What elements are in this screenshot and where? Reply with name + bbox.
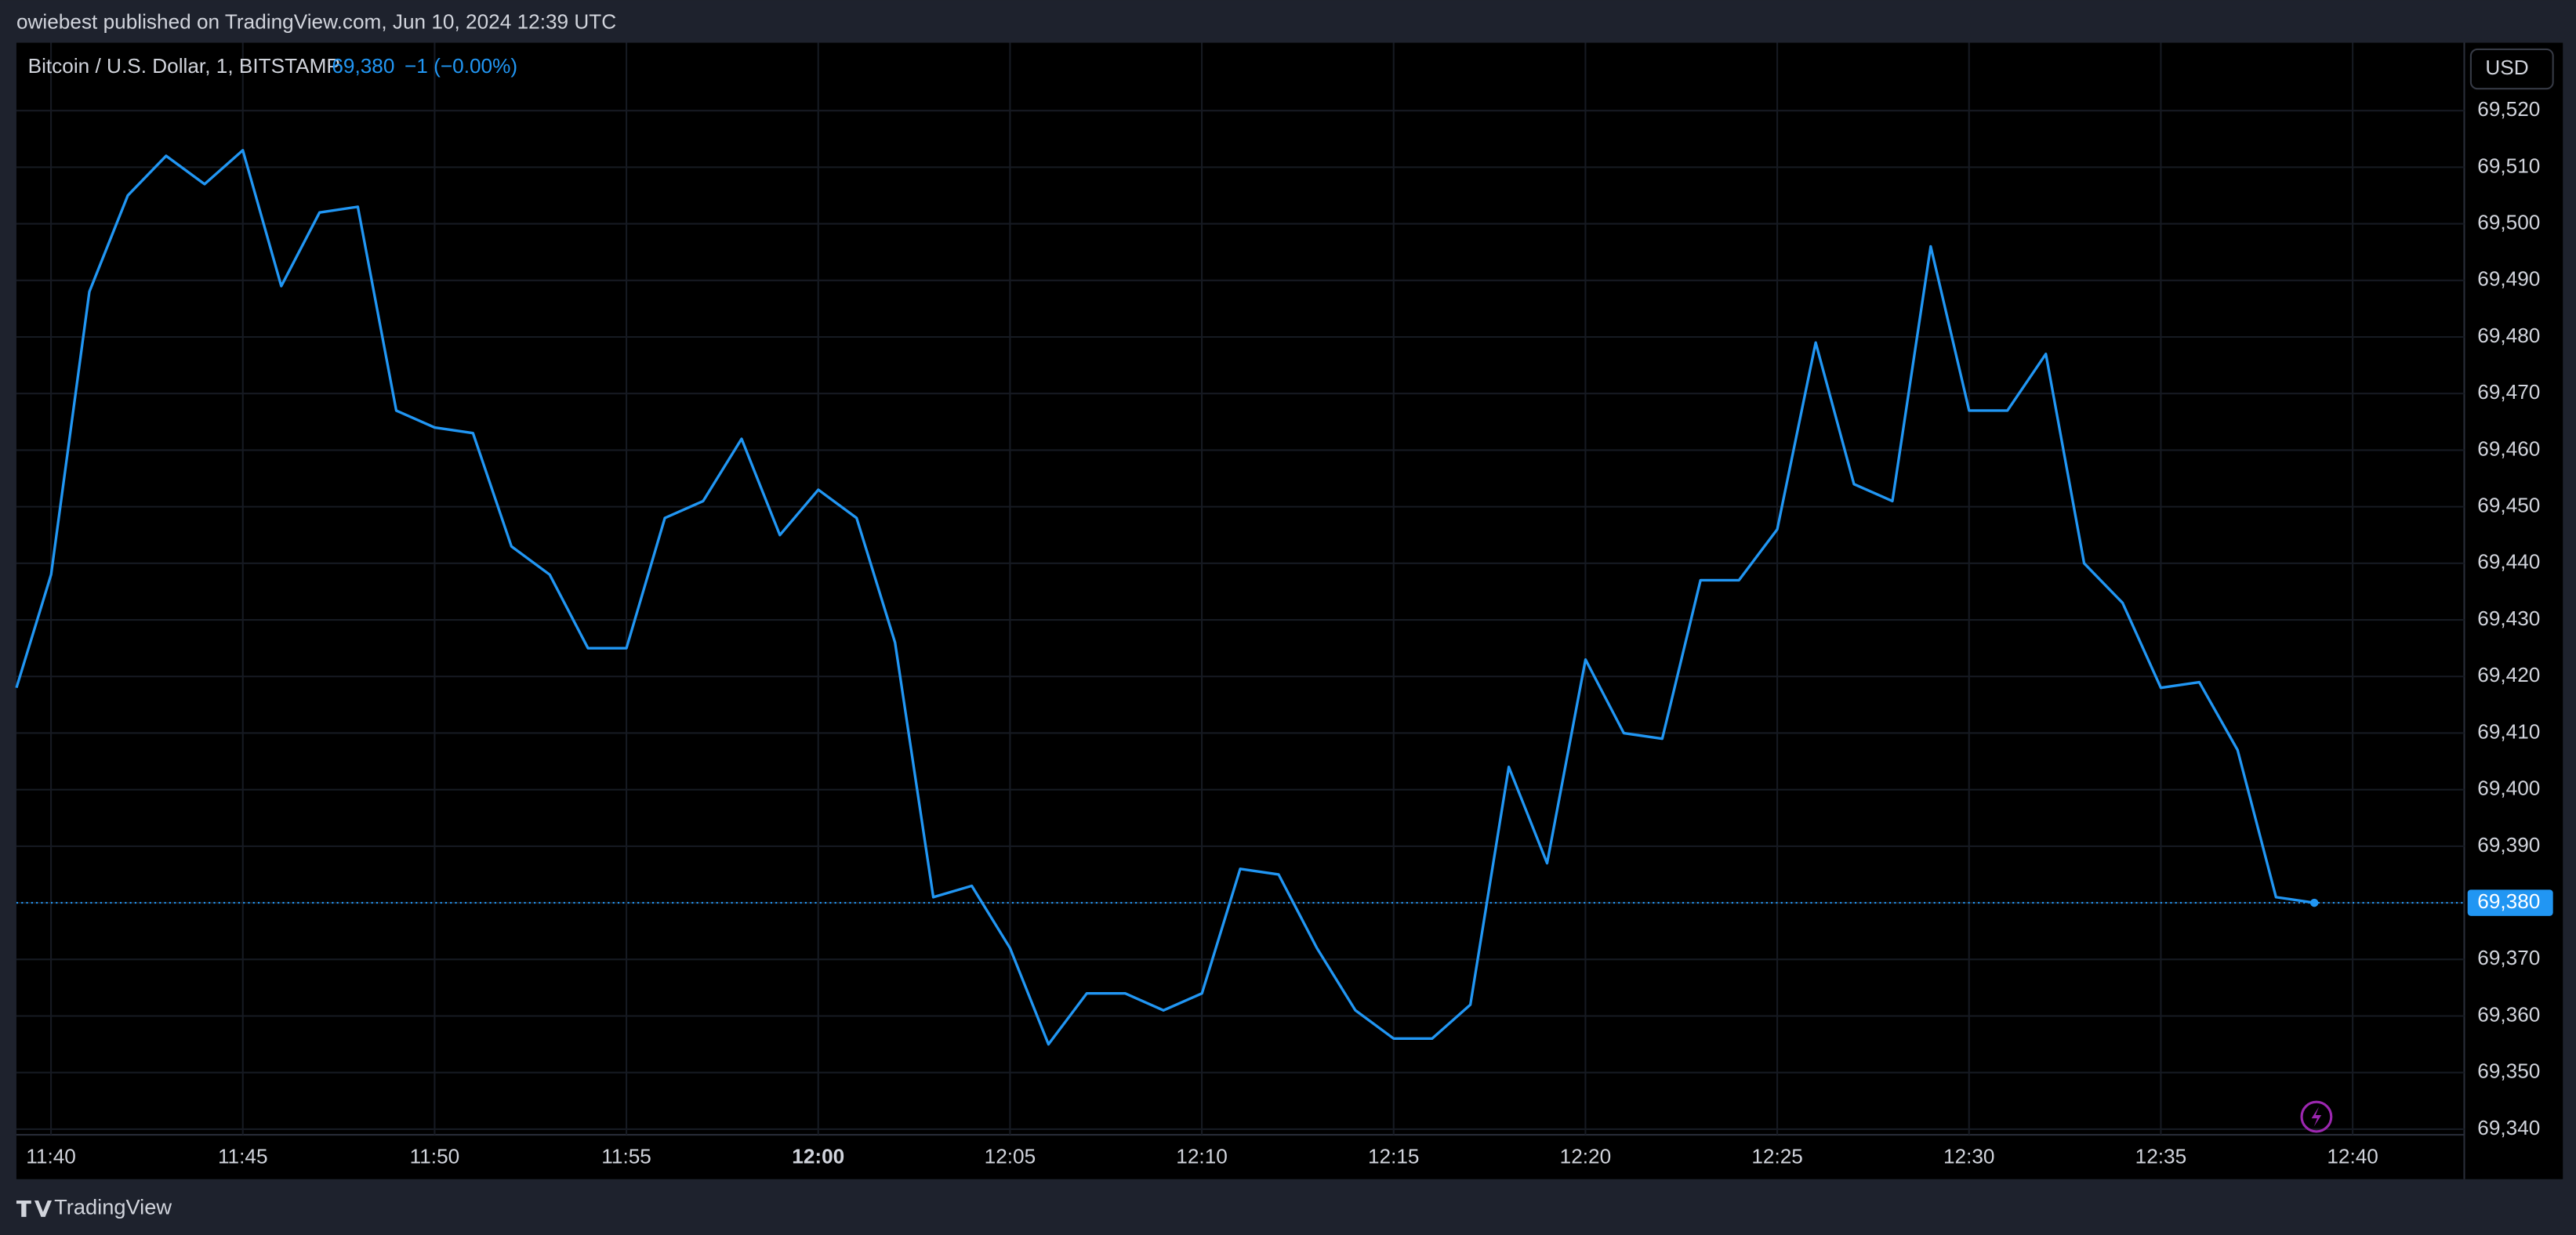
y-tick-label: 69,400 xyxy=(2477,777,2540,800)
x-tick-label: 12:20 xyxy=(1560,1144,1612,1168)
price-line xyxy=(15,149,2315,1046)
y-tick-label: 69,460 xyxy=(2477,436,2540,460)
y-tick-label: 69,370 xyxy=(2477,946,2540,969)
x-tick-label: 12:30 xyxy=(1943,1144,1995,1168)
marks: 69,380 xyxy=(15,149,2553,1046)
y-tick-label: 69,480 xyxy=(2477,324,2540,347)
last-price-label: 69,380 xyxy=(2477,889,2540,913)
plot-area xyxy=(16,42,2465,1179)
currency-button[interactable] xyxy=(2469,48,2554,90)
y-tick-label: 69,520 xyxy=(2477,97,2540,121)
footer-brand: TradingView xyxy=(54,1195,172,1219)
x-tick-label: 11:40 xyxy=(26,1144,76,1168)
x-tick-label: 12:15 xyxy=(1368,1144,1420,1168)
currency[interactable]: USD xyxy=(2485,56,2528,79)
tv-logo xyxy=(16,1200,53,1217)
legend-title: Bitcoin / U.S. Dollar, 1, BITSTAMP xyxy=(28,54,340,78)
y-tick-label: 69,510 xyxy=(2477,154,2540,177)
legend-change: −1 (−0.00%) xyxy=(405,54,517,78)
x-tick-label: 11:45 xyxy=(218,1144,268,1168)
price-axis xyxy=(2464,42,2563,1179)
y-tick-label: 69,450 xyxy=(2477,494,2540,517)
y-tick-label: 69,350 xyxy=(2477,1059,2540,1083)
y-tick-label: 69,430 xyxy=(2477,607,2540,630)
y-tick-label: 69,500 xyxy=(2477,211,2540,234)
x-tick-label: 12:10 xyxy=(1176,1144,1228,1168)
y-tick-label: 69,390 xyxy=(2477,833,2540,857)
x-tick-label: 12:35 xyxy=(2135,1144,2187,1168)
x-tick-label: 12:40 xyxy=(2327,1144,2378,1168)
alert-bolt xyxy=(2311,1106,2322,1127)
x-tick-label: 12:25 xyxy=(1751,1144,1803,1168)
x-tick-label: 11:50 xyxy=(410,1144,460,1168)
y-tick-label: 69,490 xyxy=(2477,267,2540,291)
y-tick-label: 69,420 xyxy=(2477,663,2540,686)
x-tick-label: 12:05 xyxy=(985,1144,1036,1168)
last-point xyxy=(2309,898,2319,907)
y-tick-label: 69,360 xyxy=(2477,1002,2540,1026)
legend-last-value: 69,380 xyxy=(332,54,394,78)
y-tick-label: 69,470 xyxy=(2477,380,2540,404)
last-price-badge xyxy=(2467,889,2553,916)
x-tick-label: 12:00 xyxy=(792,1144,844,1168)
y-tick-label: 69,440 xyxy=(2477,550,2540,574)
x-tick-label: 11:55 xyxy=(601,1144,651,1168)
publish-header: owiebest published on TradingView.com, J… xyxy=(16,9,616,33)
alert-icon[interactable] xyxy=(2300,1100,2333,1133)
y-tick-label: 69,340 xyxy=(2477,1116,2540,1139)
y-tick-label: 69,410 xyxy=(2477,719,2540,743)
